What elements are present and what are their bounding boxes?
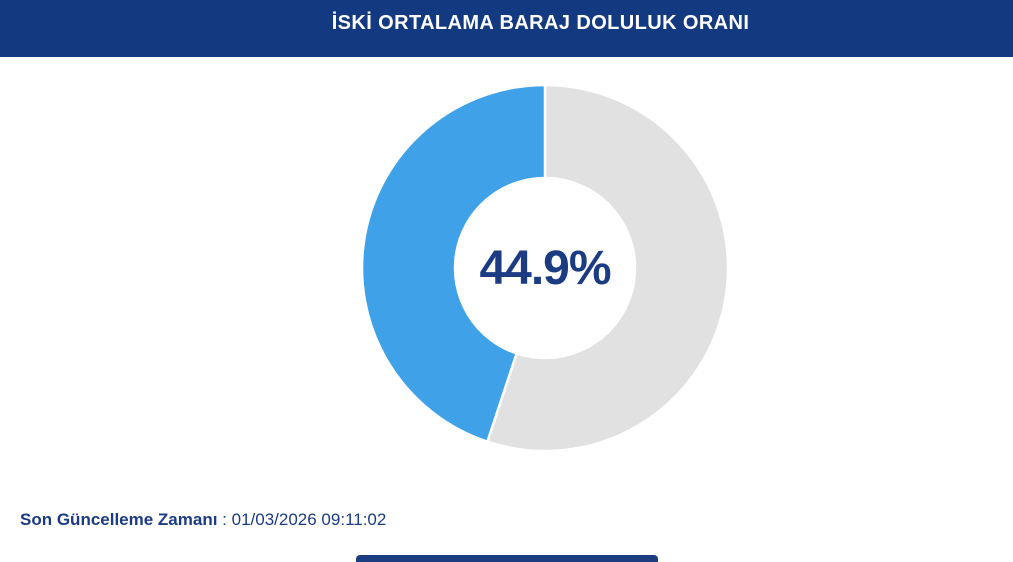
donut-svg <box>361 84 729 452</box>
last-update-value: 01/03/2026 09:11:02 <box>231 510 387 529</box>
donut-slice-fill <box>361 84 547 443</box>
last-update-line: Son Güncelleme Zamanı : 01/03/2026 09:11… <box>20 510 386 530</box>
donut-slice-remainder <box>486 84 729 452</box>
bottom-bar <box>356 555 658 562</box>
dam-occupancy-donut-chart: 44.9% <box>361 84 729 452</box>
last-update-label: Son Güncelleme Zamanı <box>20 510 218 529</box>
header-bar: İSKİ ORTALAMA BARAJ DOLULUK ORANI <box>0 0 1013 57</box>
page-title: İSKİ ORTALAMA BARAJ DOLULUK ORANI <box>331 12 750 34</box>
last-update-separator: : <box>217 510 232 529</box>
